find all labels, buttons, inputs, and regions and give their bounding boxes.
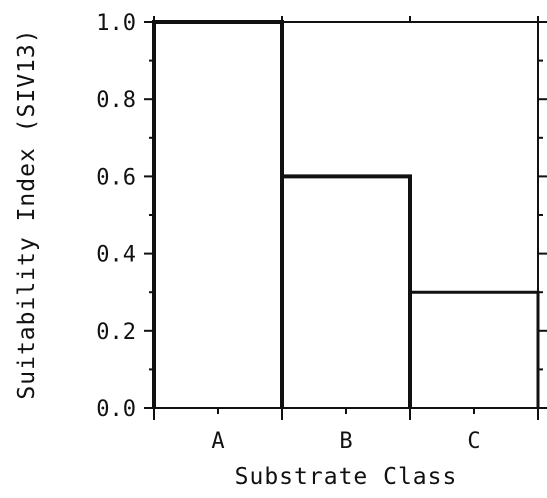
bar-C: [408, 290, 540, 408]
x-category-label: C: [467, 429, 480, 454]
y-tick-label: 0.6: [96, 165, 136, 190]
x-category-label: B: [339, 429, 352, 454]
y-tick-label: 1.0: [96, 11, 136, 36]
y-tick-label: 0.0: [96, 397, 136, 422]
plot-frame: [153, 21, 539, 409]
bar-A: [152, 20, 284, 408]
tick-labels: 0.0 0.2 0.4 0.6 0.8 1.0 A B C: [96, 11, 480, 454]
y-tick-label: 0.4: [96, 243, 136, 268]
step-bars: [152, 20, 540, 408]
axis-ticks: [144, 16, 547, 420]
x-category-label: A: [211, 429, 224, 454]
y-axis-label: Suitability Index (SIV13): [14, 28, 40, 399]
x-axis-label: Substrate Class: [235, 464, 458, 490]
bar-B: [280, 174, 412, 408]
y-tick-label: 0.2: [96, 320, 136, 345]
y-tick-label: 0.8: [96, 88, 136, 113]
